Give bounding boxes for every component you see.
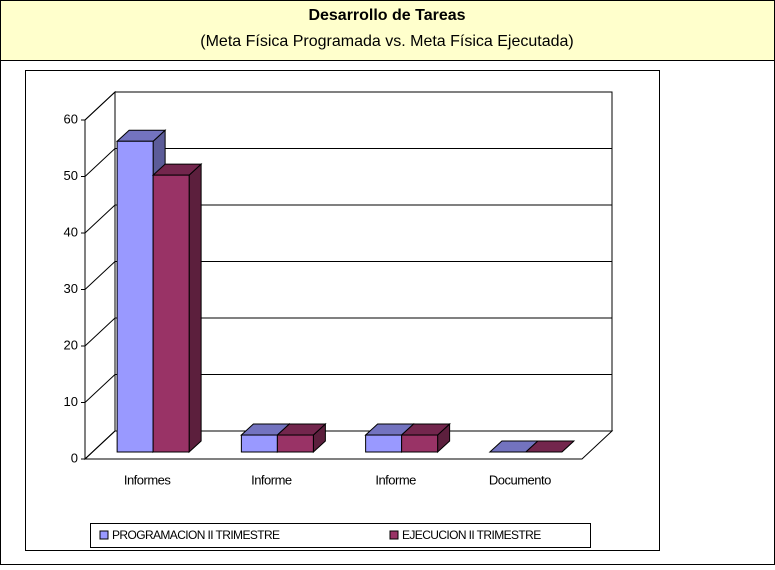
- y-tick-label: 30: [64, 281, 78, 296]
- bar-top: [524, 440, 576, 453]
- x-tick-label: Documento: [489, 472, 551, 487]
- legend-swatch: [99, 530, 109, 540]
- legend-swatch: [389, 530, 399, 540]
- chart-subtitle: (Meta Física Programada vs. Meta Física …: [200, 33, 573, 50]
- bar: [276, 434, 314, 453]
- chart-title: Desarrollo de Tareas: [308, 7, 465, 24]
- y-tick-label: 50: [64, 168, 78, 183]
- y-tick-label: 40: [64, 224, 78, 239]
- bar: [152, 174, 190, 453]
- legend-label: EJECUCION II TRIMESTRE: [402, 528, 541, 542]
- x-tick-label: Informes: [124, 472, 172, 487]
- y-tick-label: 0: [71, 450, 78, 465]
- y-tick-label: 10: [64, 394, 78, 409]
- grid-line: [84, 261, 612, 290]
- header: [0, 0, 775, 61]
- grid-line: [84, 317, 612, 347]
- y-tick-label: 20: [64, 337, 78, 352]
- grid-line: [84, 204, 612, 234]
- grid-line: [84, 148, 612, 177]
- y-tick-label: 60: [64, 111, 78, 126]
- legend-label: PROGRAMACION II TRIMESTRE: [112, 528, 280, 542]
- bar: [401, 434, 439, 453]
- bar: [116, 140, 154, 453]
- legend-box: [90, 523, 591, 548]
- grid-line: [84, 91, 612, 121]
- x-tick-label: Informe: [251, 472, 292, 487]
- bar-side: [188, 163, 202, 454]
- bar: [240, 434, 278, 453]
- bar: [365, 434, 403, 453]
- grid-line: [84, 374, 612, 403]
- x-tick-label: Informe: [375, 472, 416, 487]
